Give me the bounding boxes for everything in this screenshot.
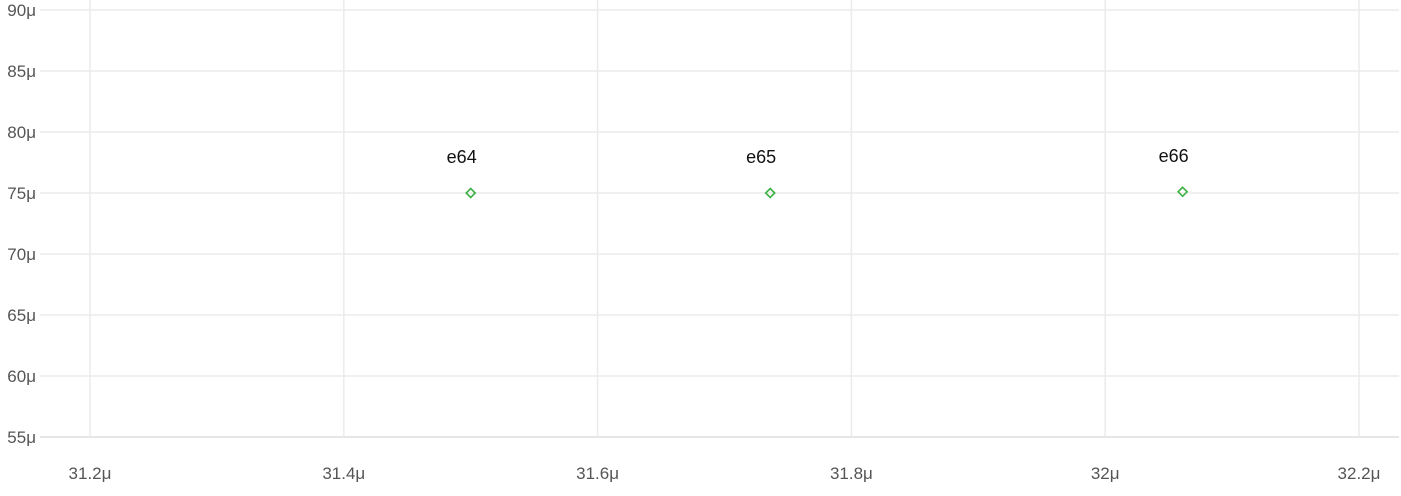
data-point-label: e64 [447, 147, 477, 167]
data-point-label: e66 [1159, 146, 1189, 166]
data-points: e64 e65 e66 [447, 146, 1189, 199]
y-tick-label: 60μ [7, 367, 36, 386]
x-tick-label: 31.4μ [322, 464, 365, 483]
y-tick-label: 75μ [7, 184, 36, 203]
y-tick-label: 70μ [7, 245, 36, 264]
x-tick-label: 32μ [1091, 464, 1120, 483]
y-tick-label: 80μ [7, 123, 36, 142]
grid-layer [40, 0, 1399, 438]
data-point-marker[interactable] [764, 187, 776, 199]
x-tick-label: 31.8μ [830, 464, 873, 483]
y-axis-ticks: 55μ 60μ 65μ 70μ 75μ 80μ 85μ 90μ [7, 1, 36, 447]
data-point-marker[interactable] [465, 187, 477, 199]
y-tick-label: 65μ [7, 306, 36, 325]
x-axis-ticks: 31.2μ 31.4μ 31.6μ 31.8μ 32μ 32.2μ [69, 464, 1381, 483]
y-tick-label: 90μ [7, 1, 36, 20]
y-tick-label: 55μ [7, 428, 36, 447]
x-tick-label: 31.6μ [576, 464, 619, 483]
x-tick-label: 31.2μ [69, 464, 112, 483]
y-tick-label: 85μ [7, 62, 36, 81]
x-tick-label: 32.2μ [1338, 464, 1381, 483]
data-point-marker[interactable] [1176, 186, 1189, 198]
data-point-label: e65 [746, 147, 776, 167]
